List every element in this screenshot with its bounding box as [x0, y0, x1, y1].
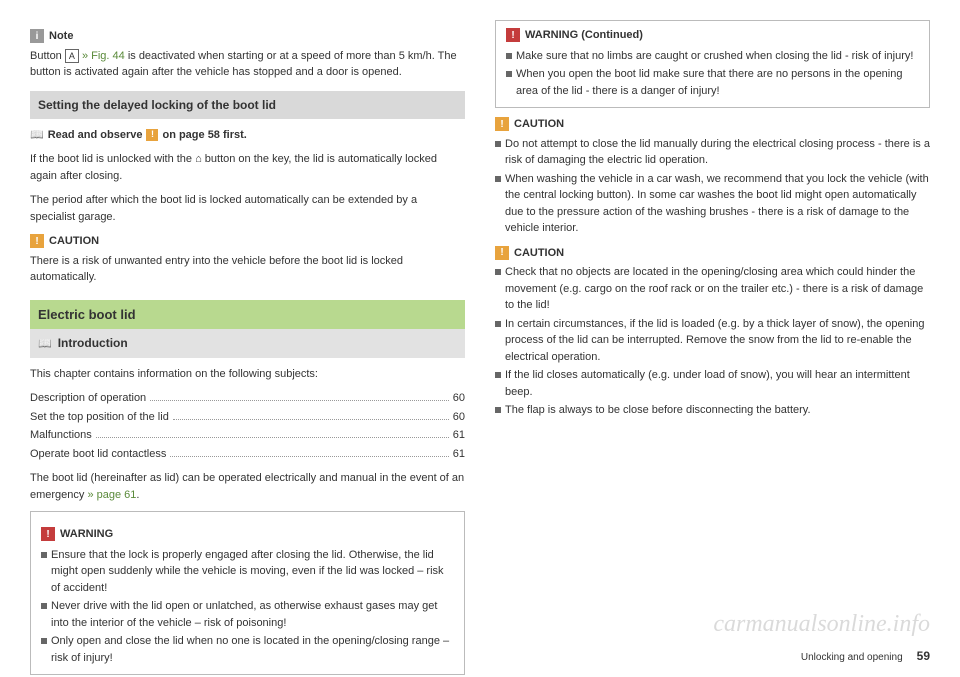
book-icon [30, 127, 44, 144]
bullet-icon [495, 372, 501, 378]
toc: Description of operation60Set the top po… [30, 390, 465, 462]
caution-icon-b: ! [495, 246, 509, 260]
read-observe-post: on page 58 first. [162, 127, 246, 144]
warning-cont-bullets: Make sure that no limbs are caught or cr… [506, 48, 919, 100]
bullet-icon [495, 141, 501, 147]
bullet-text: Make sure that no limbs are caught or cr… [516, 48, 913, 65]
bullet-item: If the lid closes automatically (e.g. un… [495, 367, 930, 400]
bullet-icon [41, 638, 47, 644]
note-text-pre: Button [30, 50, 65, 62]
read-observe: Read and observe ! on page 58 first. [30, 127, 465, 144]
toc-dots [173, 419, 449, 420]
bullet-text: The flap is always to be close before di… [505, 402, 811, 419]
bullet-text: Do not attempt to close the lid manually… [505, 136, 930, 169]
delayed-p2: The period after which the boot lid is l… [30, 192, 465, 225]
bullet-text: Check that no objects are located in the… [505, 264, 930, 314]
caution-header-b: ! CAUTION [495, 245, 930, 262]
intro-p2-link: » page 61 [87, 489, 136, 501]
bullet-text: Ensure that the lock is properly engaged… [51, 547, 454, 597]
bullet-icon [41, 603, 47, 609]
toc-page: 61 [453, 446, 465, 463]
bullet-text: When washing the vehicle in a car wash, … [505, 171, 930, 237]
caution-a-bullets: Do not attempt to close the lid manually… [495, 136, 930, 237]
toc-page: 60 [453, 409, 465, 426]
bullet-item: Ensure that the lock is properly engaged… [41, 547, 454, 597]
caution-icon: ! [30, 234, 44, 248]
note-header: i Note [30, 28, 465, 45]
bullet-text: If the lid closes automatically (e.g. un… [505, 367, 930, 400]
book-icon-2 [38, 334, 52, 353]
bullet-icon [41, 552, 47, 558]
introduction-label: Introduction [58, 334, 128, 352]
page-footer: Unlocking and opening 59 [801, 647, 930, 665]
warning-small-icon: ! [146, 129, 158, 141]
section-delayed-locking: Setting the delayed locking of the boot … [30, 91, 465, 119]
bullet-icon [506, 71, 512, 77]
bullet-text: In certain circumstances, if the lid is … [505, 316, 930, 366]
toc-dots [170, 456, 448, 457]
left-column: i Note Button A » Fig. 44 is deactivated… [30, 20, 465, 675]
bullet-item: In certain circumstances, if the lid is … [495, 316, 930, 366]
bullet-item: Never drive with the lid open or unlatch… [41, 598, 454, 631]
toc-row: Operate boot lid contactless 61 [30, 446, 465, 463]
toc-page: 60 [453, 390, 465, 407]
intro-p2-post: . [136, 489, 139, 501]
bullet-item: Only open and close the lid when no one … [41, 633, 454, 666]
bullet-item: Do not attempt to close the lid manually… [495, 136, 930, 169]
caution-label-b: CAUTION [514, 245, 564, 262]
bullet-icon [506, 53, 512, 59]
section-electric-boot-lid: Electric boot lid [30, 300, 465, 330]
bullet-text: When you open the boot lid make sure tha… [516, 66, 919, 99]
read-observe-pre: Read and observe [48, 127, 143, 144]
fig-ref: » Fig. 44 [82, 50, 125, 62]
bullet-item: The flap is always to be close before di… [495, 402, 930, 419]
toc-dots [96, 437, 449, 438]
note-label: Note [49, 28, 73, 45]
bullet-text: Never drive with the lid open or unlatch… [51, 598, 454, 631]
bullet-icon [495, 321, 501, 327]
toc-label: Operate boot lid contactless [30, 446, 166, 463]
bullet-item: Check that no objects are located in the… [495, 264, 930, 314]
warning-label: WARNING [60, 526, 113, 543]
warning-box: ! WARNING Ensure that the lock is proper… [30, 511, 465, 675]
intro-p2: The boot lid (hereinafter as lid) can be… [30, 470, 465, 503]
caution-b-bullets: Check that no objects are located in the… [495, 264, 930, 419]
toc-dots [150, 400, 449, 401]
caution-label-1: CAUTION [49, 233, 99, 250]
toc-label: Set the top position of the lid [30, 409, 169, 426]
bullet-item: When you open the boot lid make sure tha… [506, 66, 919, 99]
footer-page: 59 [917, 647, 930, 665]
intro-text: This chapter contains information on the… [30, 366, 465, 383]
bullet-icon [495, 269, 501, 275]
bullet-text: Only open and close the lid when no one … [51, 633, 454, 666]
delayed-p1: If the boot lid is unlocked with the ⌂ b… [30, 151, 465, 184]
key-a-label: A [65, 49, 79, 63]
toc-row: Set the top position of the lid 60 [30, 409, 465, 426]
page-columns: i Note Button A » Fig. 44 is deactivated… [30, 20, 930, 675]
caution-body-1: There is a risk of unwanted entry into t… [30, 253, 465, 286]
caution-header-1: ! CAUTION [30, 233, 465, 250]
warning-continued-box: ! WARNING (Continued) Make sure that no … [495, 20, 930, 108]
warning-icon-2: ! [506, 28, 520, 42]
bullet-item: Make sure that no limbs are caught or cr… [506, 48, 919, 65]
caution-label-a: CAUTION [514, 116, 564, 133]
caution-icon-a: ! [495, 117, 509, 131]
warning-continued-label: WARNING (Continued) [525, 27, 643, 44]
right-column: ! WARNING (Continued) Make sure that no … [495, 20, 930, 675]
bullet-icon [495, 407, 501, 413]
warning-bullets: Ensure that the lock is properly engaged… [41, 547, 454, 667]
toc-row: Malfunctions 61 [30, 427, 465, 444]
toc-row: Description of operation 60 [30, 390, 465, 407]
toc-label: Malfunctions [30, 427, 92, 444]
info-icon: i [30, 29, 44, 43]
warning-icon: ! [41, 527, 55, 541]
bullet-item: When washing the vehicle in a car wash, … [495, 171, 930, 237]
caution-header-a: ! CAUTION [495, 116, 930, 133]
toc-label: Description of operation [30, 390, 146, 407]
section-introduction: Introduction [30, 329, 465, 358]
bullet-icon [495, 176, 501, 182]
toc-page: 61 [453, 427, 465, 444]
note-body: Button A » Fig. 44 is deactivated when s… [30, 48, 465, 81]
footer-section: Unlocking and opening [801, 650, 903, 665]
